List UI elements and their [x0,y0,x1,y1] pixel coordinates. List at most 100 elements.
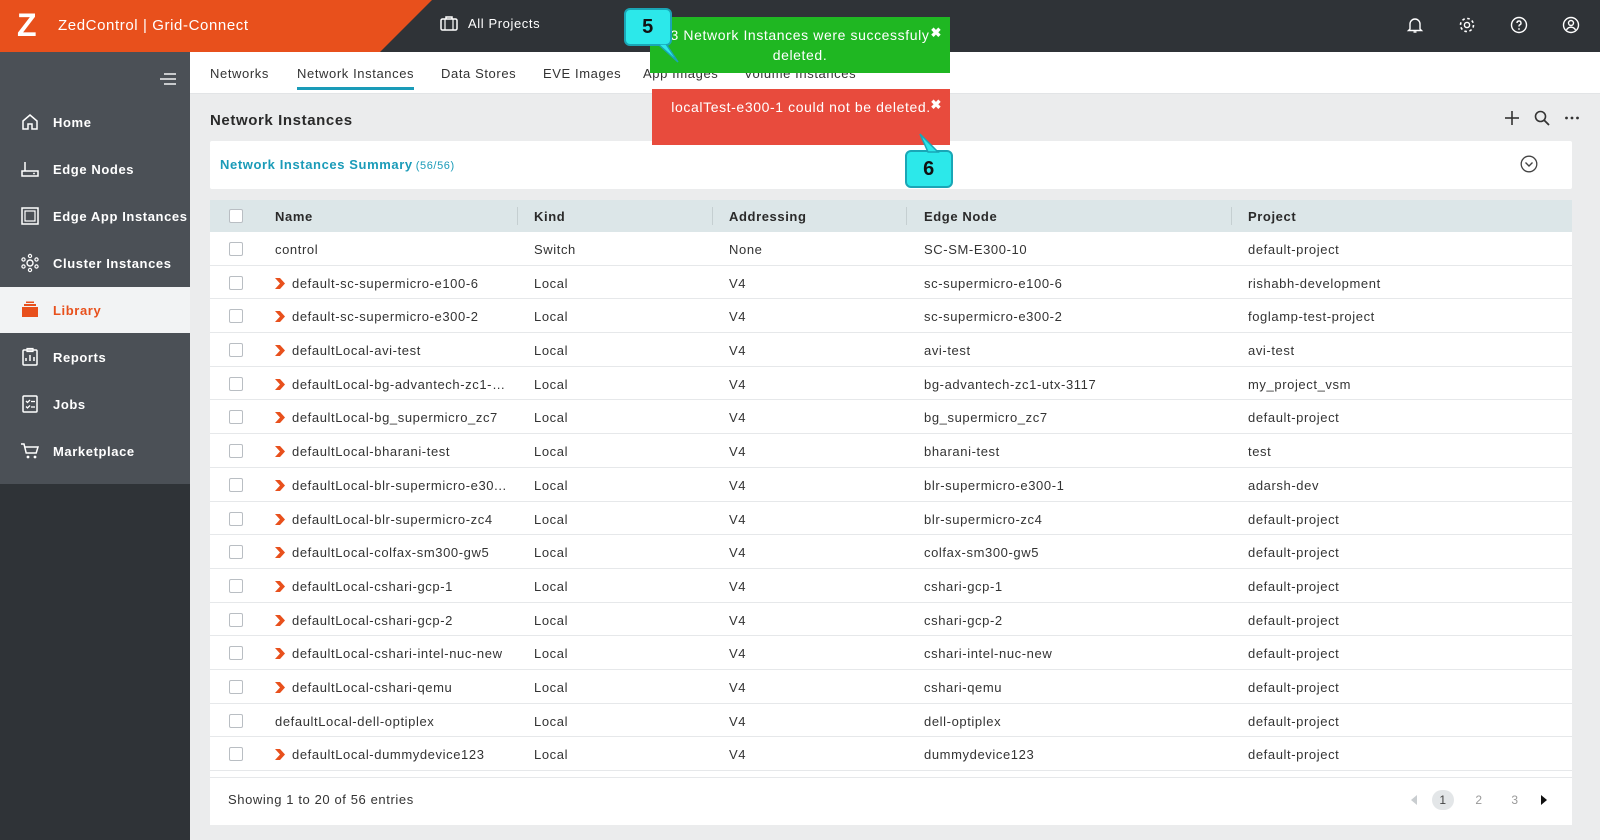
table-row[interactable]: default-sc-supermicro-e100-6 Local V4 sc-su… [210,266,1572,300]
sidebar-item-label: Marketplace [53,443,135,459]
bell-icon[interactable] [1404,14,1426,36]
cell-name[interactable]: default-sc-supermicro-e300-2 [275,309,510,324]
row-checkbox[interactable] [229,343,243,358]
gear-icon[interactable] [1456,14,1478,36]
sidebar-item-jobs[interactable]: Jobs [0,381,190,427]
row-checkbox[interactable] [229,444,243,459]
tab-network-instances[interactable]: Network Instances [297,66,415,90]
tab-networks[interactable]: Networks [210,66,269,81]
table-row[interactable]: defaultLocal-blr-supermicro-zc4 Local V4 bl… [210,502,1572,536]
table-row[interactable]: defaultLocal-colfax-sm300-gw5 Local V4 colf… [210,535,1572,569]
row-checkbox[interactable] [229,747,243,762]
row-checkbox[interactable] [229,578,243,593]
cell-name[interactable]: defaultLocal-dummydevice123 [275,747,510,762]
tab-eve-images[interactable]: EVE Images [543,66,622,81]
row-checkbox[interactable] [229,275,243,290]
search-icon[interactable] [1534,110,1550,126]
app-instances-icon [20,206,40,226]
close-icon[interactable]: ✖ [930,97,942,112]
table-row[interactable]: defaultLocal-dell-optiplex Local V4 dell-op… [210,704,1572,738]
row-checkbox[interactable] [229,713,243,728]
callout-badge: 5 [624,8,672,46]
table-row[interactable]: defaultLocal-cshari-gcp-1 Local V4 cshari-g… [210,569,1572,603]
collapse-menu-icon[interactable] [160,72,176,86]
cell-name[interactable]: defaultLocal-blr-supermicro-e30... [275,478,510,493]
help-icon[interactable] [1508,14,1530,36]
sidebar-item-label: Jobs [53,396,86,412]
cell-name[interactable]: defaultLocal-cshari-gcp-2 [275,613,510,628]
cell-name[interactable]: defaultLocal-cshari-qemu [275,680,510,695]
cell-name[interactable]: defaultLocal-dell-optiplex [275,714,510,729]
table-row[interactable]: defaultLocal-bg_supermicro_zc7 Local V4 bg_… [210,400,1572,435]
page-2-button[interactable]: 2 [1475,793,1483,807]
sidebar-item-marketplace[interactable]: Marketplace [0,428,190,474]
row-checkbox[interactable] [229,376,243,391]
row-checkbox[interactable] [229,410,243,425]
table-row[interactable]: control Switch None SC-SM-E300-10 default-pr… [210,232,1572,266]
cell-name[interactable]: defaultLocal-bg_supermicro_zc7 [275,410,510,425]
cell-edge-node: dummydevice123 [924,747,1035,763]
row-checkbox[interactable] [229,511,243,526]
column-header-edge-node[interactable]: Edge Node [924,209,998,224]
next-page-icon[interactable] [1540,795,1548,805]
select-all-checkbox[interactable] [229,209,243,223]
table-row[interactable]: defaultLocal-bharani-test Local V4 bharani-… [210,434,1572,468]
cell-name[interactable]: defaultLocal-bg-advantech-zc1-u... [275,377,510,392]
sidebar-nav: Home Edge Nodes Edge App Instances Clust… [0,52,190,484]
close-icon[interactable]: ✖ [930,25,942,40]
cell-name[interactable]: defaultLocal-cshari-intel-nuc-new [275,646,510,661]
page-3-button[interactable]: 3 [1511,793,1519,807]
cell-name[interactable]: defaultLocal-colfax-sm300-gw5 [275,545,510,560]
cell-name[interactable]: default-sc-supermicro-e100-6 [275,276,510,291]
cell-name[interactable]: control [275,242,510,257]
status-flag-icon [275,345,285,357]
row-checkbox[interactable] [229,545,243,560]
page-1-button[interactable]: 1 [1432,790,1454,810]
more-options-icon[interactable] [1564,110,1580,126]
column-header-name[interactable]: Name [275,209,313,224]
sidebar-item-library[interactable]: Library [0,287,190,333]
cell-name[interactable]: defaultLocal-bharani-test [275,444,510,459]
sidebar-item-edge-app-instances[interactable]: Edge App Instances [0,193,190,239]
row-checkbox[interactable] [229,646,243,661]
previous-page-icon[interactable] [1410,795,1418,805]
cell-name[interactable]: defaultLocal-cshari-gcp-1 [275,579,510,594]
column-header-addressing[interactable]: Addressing [729,209,807,224]
cell-name[interactable]: defaultLocal-blr-supermicro-zc4 [275,512,510,527]
table-body: control Switch None SC-SM-E300-10 default-pr… [210,232,1572,777]
table-row[interactable]: defaultLocal-blr-supermicro-e30... Local V… [210,468,1572,502]
table-footer: Showing 1 to 20 of 56 entries 1 2 3 [210,777,1572,825]
row-checkbox[interactable] [229,477,243,492]
sidebar-item-home[interactable]: Home [0,99,190,145]
cell-addressing: V4 [729,309,747,325]
table-row[interactable]: defaultLocal-cshari-gcp-2 Local V4 cshari-g… [210,603,1572,637]
add-icon[interactable] [1504,110,1520,126]
user-icon[interactable] [1560,14,1582,36]
zededa-logo[interactable]: Z [17,7,38,43]
cell-project: default-project [1248,679,1340,695]
table-row[interactable]: defaultLocal-cshari-intel-nuc-new Local V4… [210,636,1572,670]
column-header-kind[interactable]: Kind [534,209,566,224]
column-header-project[interactable]: Project [1248,209,1297,224]
row-checkbox[interactable] [229,679,243,694]
status-flag-icon [275,412,285,424]
table-row[interactable]: defaultLocal-avi-test Local V4 avi-test avi-… [210,333,1572,367]
cell-kind: Switch [534,242,576,257]
row-checkbox[interactable] [229,242,243,256]
project-selector-label: All Projects [468,15,541,31]
row-checkbox[interactable] [229,612,243,627]
table-row[interactable]: defaultLocal-bg-advantech-zc1-u... Local V… [210,367,1572,401]
tab-data-stores[interactable]: Data Stores [441,66,517,81]
cell-addressing: V4 [729,275,747,291]
summary-panel[interactable]: Network Instances Summary (56/56) [210,141,1572,189]
cell-name[interactable]: defaultLocal-avi-test [275,343,510,358]
sidebar-item-edge-nodes[interactable]: Edge Nodes [0,146,190,192]
sidebar-item-cluster-instances[interactable]: Cluster Instances [0,240,190,286]
chevron-down-icon[interactable] [1520,155,1538,173]
table-row[interactable]: defaultLocal-cshari-qemu Local V4 cshari-qe… [210,670,1572,704]
sidebar-item-reports[interactable]: Reports [0,334,190,380]
table-row[interactable]: defaultLocal-dummydevice123 Local V4 dummyd… [210,737,1572,771]
row-checkbox[interactable] [229,309,243,324]
table-row[interactable]: default-sc-supermicro-e300-2 Local V4 sc-su… [210,299,1572,334]
project-selector[interactable]: All Projects [440,15,540,31]
